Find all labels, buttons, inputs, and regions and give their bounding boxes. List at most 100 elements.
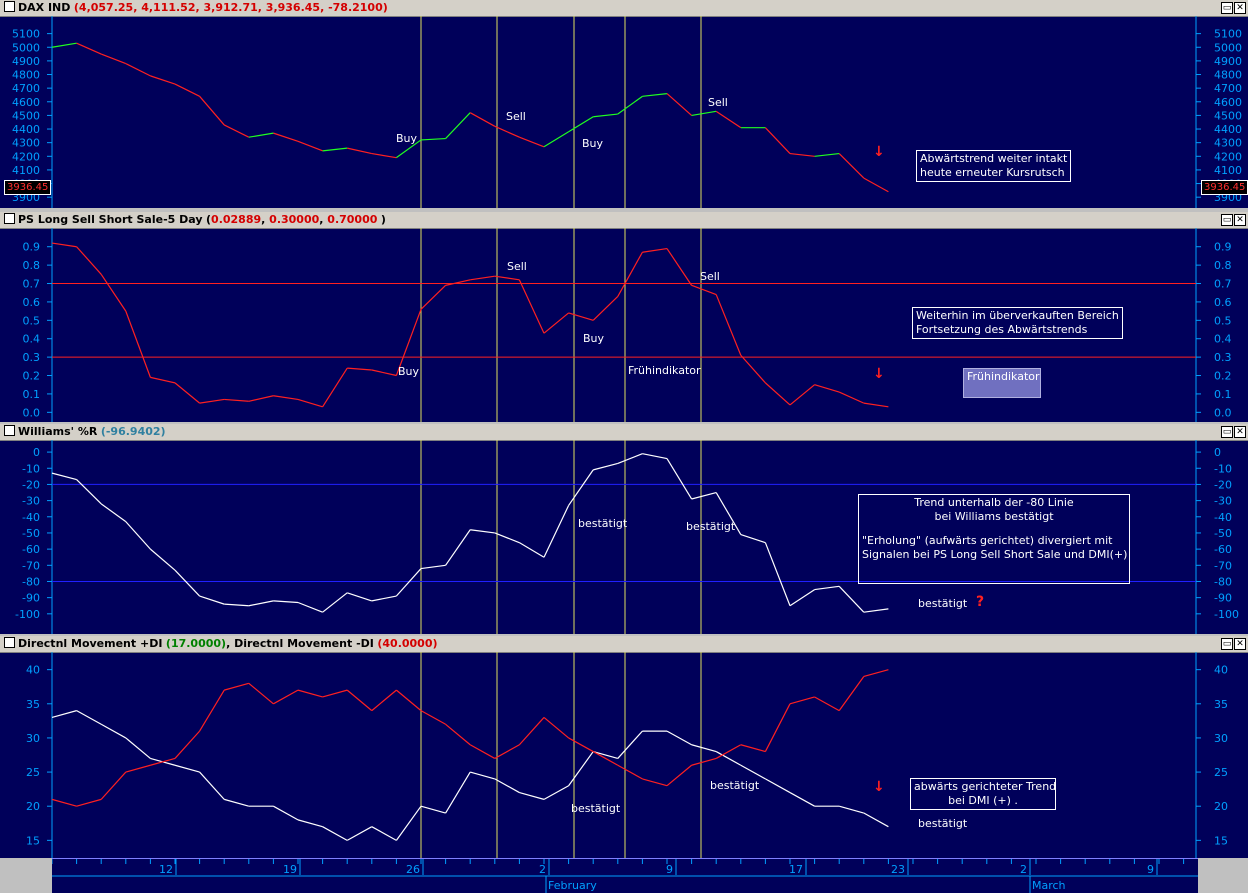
dax-panel: DAX IND (4,057.25, 4,111.52, 3,912.71, 3… xyxy=(0,0,1248,208)
series-segment xyxy=(445,279,471,286)
series-segment xyxy=(51,798,77,807)
series-segment xyxy=(666,248,693,286)
close-icon[interactable]: ✕ xyxy=(1234,426,1246,438)
series-segment xyxy=(715,492,742,535)
ps-titlebar[interactable]: PS Long Sell Short Sale-5 Day (0.02889, … xyxy=(0,212,1248,229)
dax-values: (4,057.25, 4,111.52, 3,912.71, 3,936.45,… xyxy=(73,1,388,14)
series-segment xyxy=(174,730,201,759)
series-segment xyxy=(420,564,446,570)
y-tick-label: 0.5 xyxy=(1214,314,1232,327)
series-segment xyxy=(740,744,766,753)
series-segment xyxy=(470,771,495,780)
series-segment xyxy=(51,242,77,248)
ps-overbought-note: Weiterhin im überverkauften Bereich Fort… xyxy=(912,307,1123,339)
series-segment xyxy=(297,601,323,613)
series-segment xyxy=(100,723,127,739)
series-segment xyxy=(592,751,619,766)
series-segment xyxy=(764,703,791,752)
dmi-separator: , xyxy=(226,637,235,650)
dmi-trend-note: abwärts gerichteter Trend bei DMI (+) . xyxy=(910,778,1056,810)
y-tick-label: 0.8 xyxy=(23,259,41,272)
series-segment xyxy=(494,778,520,794)
dmi-confirmed-label-1: bestätigt xyxy=(571,802,621,815)
series-segment xyxy=(543,312,569,334)
y-tick-label: 4800 xyxy=(12,69,40,82)
question-icon: ? xyxy=(976,594,985,610)
y-tick-label: 0.7 xyxy=(23,278,41,291)
series-segment xyxy=(273,395,299,401)
dax-checkbox[interactable] xyxy=(4,1,15,12)
series-segment xyxy=(469,112,496,127)
y-tick-label: 15 xyxy=(1214,834,1228,847)
series-segment xyxy=(248,395,274,402)
williams-values: (-96.9402) xyxy=(100,425,166,438)
y-tick-label: -50 xyxy=(22,527,40,540)
series-segment xyxy=(568,312,594,321)
dax-titlebar[interactable]: DAX IND (4,057.25, 4,111.52, 3,912.71, 3… xyxy=(0,0,1248,17)
dax-last-price-left: 3936.45 xyxy=(4,180,52,195)
x-day-label: 23 xyxy=(891,863,905,876)
series-segment xyxy=(617,730,643,759)
y-tick-label: 0.6 xyxy=(23,296,41,309)
series-segment xyxy=(322,826,348,841)
series-segment xyxy=(125,764,151,773)
williams-checkbox[interactable] xyxy=(4,425,15,436)
ps-name: PS Long Sell Short Sale-5 Day xyxy=(18,213,203,226)
series-segment xyxy=(519,136,545,148)
series-segment xyxy=(863,402,889,408)
series-segment xyxy=(76,710,102,725)
minimize-icon[interactable]: ▭ xyxy=(1221,214,1233,226)
dmi-minus-name: Directnl Movement -DI xyxy=(234,637,374,650)
series-segment xyxy=(740,764,766,780)
series-segment xyxy=(593,462,618,471)
ps-buy-label-2: Buy xyxy=(398,365,420,378)
y-tick-label: 4200 xyxy=(12,150,40,163)
y-tick-label: 0.9 xyxy=(23,241,41,254)
dmi-note-line-1: abwärts gerichteter Trend xyxy=(914,780,1057,793)
y-tick-label: 0.1 xyxy=(1214,388,1232,401)
ps-note-line-2: Fortsetzung des Abwärtstrends xyxy=(916,323,1088,336)
dax-last-price-right: 3936.45 xyxy=(1201,180,1248,195)
williams-titlebar[interactable]: Williams' %R (-96.9402) ▭ ✕ xyxy=(0,424,1248,441)
dax-name: DAX IND xyxy=(18,1,71,14)
series-segment xyxy=(568,116,594,133)
y-tick-label: -90 xyxy=(22,592,40,605)
series-segment xyxy=(445,112,471,139)
close-icon[interactable]: ✕ xyxy=(1234,214,1246,226)
y-tick-label: -60 xyxy=(1214,543,1232,556)
minimize-icon[interactable]: ▭ xyxy=(1221,638,1233,650)
series-segment xyxy=(125,63,151,77)
series-segment xyxy=(248,600,274,607)
y-tick-label: -30 xyxy=(1214,495,1232,508)
y-tick-label: 0.2 xyxy=(1214,370,1232,383)
series-segment xyxy=(494,125,520,138)
series-segment xyxy=(814,152,840,157)
series-segment xyxy=(814,696,840,712)
series-segment xyxy=(174,83,200,97)
series-segment xyxy=(838,676,865,711)
minimize-icon[interactable]: ▭ xyxy=(1221,426,1233,438)
dax-sell-label-1: Sell xyxy=(506,110,526,123)
y-tick-label: 4600 xyxy=(1214,96,1242,109)
ps-checkbox[interactable] xyxy=(4,213,15,224)
dax-trend-note: Abwärtstrend weiter intakt heute erneute… xyxy=(916,150,1072,182)
series-segment xyxy=(568,469,594,506)
y-tick-label: 4900 xyxy=(12,55,40,68)
dmi-titlebar[interactable]: Directnl Movement +DI (17.0000), Directn… xyxy=(0,636,1248,653)
minimize-icon[interactable]: ▭ xyxy=(1221,2,1233,14)
williams-note-line-1: Trend unterhalb der -80 Linie xyxy=(914,496,1074,509)
dmi-checkbox[interactable] xyxy=(4,637,15,648)
ps-early-note: Frühindikator xyxy=(963,368,1041,398)
series-segment xyxy=(666,730,692,746)
series-segment xyxy=(76,246,102,275)
series-segment xyxy=(445,771,471,814)
close-icon[interactable]: ✕ xyxy=(1234,2,1246,14)
close-icon[interactable]: ✕ xyxy=(1234,638,1246,650)
series-segment xyxy=(642,247,668,253)
down-arrow-icon: ↓ xyxy=(873,144,885,160)
y-tick-label: 15 xyxy=(26,834,40,847)
series-segment xyxy=(347,592,372,602)
ps-paren-close: ) xyxy=(380,213,386,226)
series-segment xyxy=(100,771,127,800)
x-day-label: 9 xyxy=(666,863,673,876)
